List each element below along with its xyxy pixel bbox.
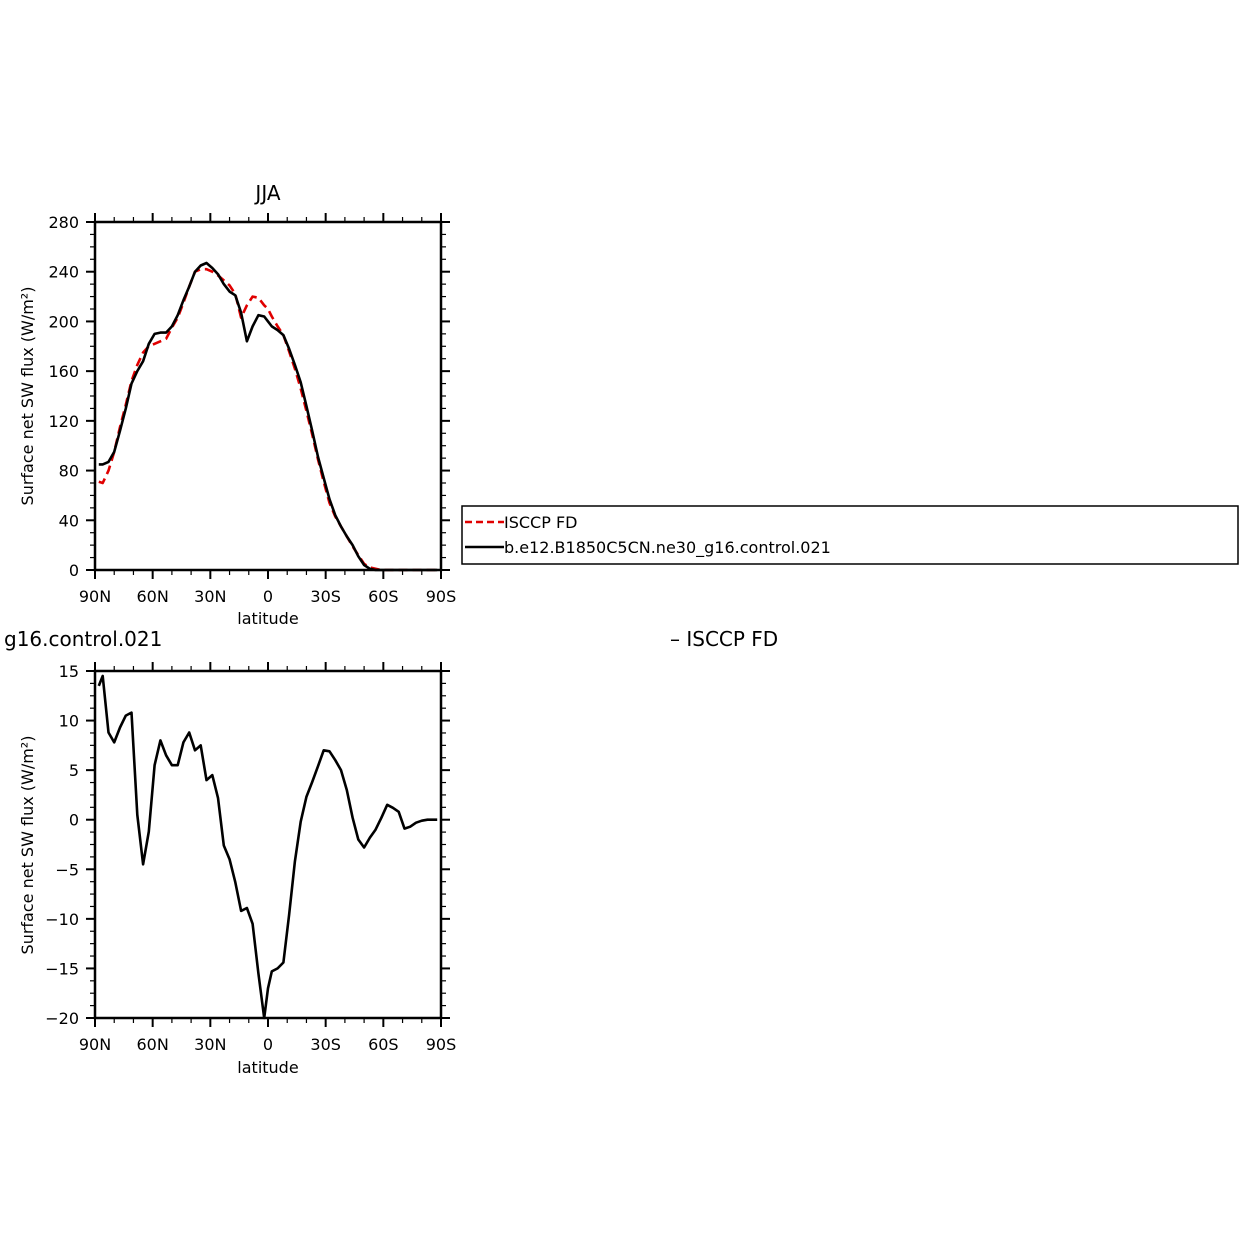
legend: ISCCP FD b.e12.B1850C5CN.ne30_g16.contro… — [461, 505, 1239, 565]
bottom-series-line-0 — [97, 674, 438, 1020]
top-plot-frame — [93, 220, 443, 572]
top-x-tick-label: 30N — [194, 587, 226, 606]
legend-label-isccp: ISCCP FD — [504, 513, 577, 532]
bottom-panel: g16.control.021 – ISCCP FD −20 −15 −10 −5 0 5… — [4, 627, 778, 1077]
legend-label-model: b.e12.B1850C5CN.ne30_g16.control.021 — [504, 538, 831, 558]
bottom-y-tick-label: 0 — [69, 811, 79, 830]
top-x-axis-title: latitude — [237, 609, 298, 628]
top-y-tick-label: 40 — [59, 511, 79, 530]
bottom-x-tick-label: 60S — [368, 1035, 399, 1054]
bottom-x-tick-label: 60N — [137, 1035, 169, 1054]
top-x-tick-label: 0 — [263, 587, 273, 606]
bottom-y-tick-label: −15 — [45, 959, 79, 978]
top-y-axis-title: Surface net SW flux (W/m²) — [18, 287, 37, 506]
bottom-x-tick-label: 0 — [263, 1035, 273, 1054]
bottom-y-axis-title: Surface net SW flux (W/m²) — [18, 736, 37, 955]
bottom-x-tick-label: 90N — [79, 1035, 111, 1054]
top-y-tick-label: 160 — [48, 362, 79, 381]
top-y-tick-label: 0 — [69, 561, 79, 580]
top-series-line-0 — [98, 267, 438, 572]
top-chart-title: JJA — [253, 181, 280, 205]
bottom-y-tick-label: −5 — [55, 860, 79, 879]
top-x-tick-label: 90S — [426, 587, 457, 606]
top-x-tick-label: 60S — [368, 587, 399, 606]
bottom-y-tick-label: 10 — [59, 712, 79, 731]
top-y-tick-label: 200 — [48, 312, 79, 331]
bottom-x-tick-label: 30S — [310, 1035, 341, 1054]
top-x-tick-label: 60N — [137, 587, 169, 606]
legend-box — [461, 505, 1239, 565]
top-series-line-1 — [98, 261, 438, 572]
bottom-chart-title: g16.control.021 — [4, 627, 162, 651]
top-y-tick-label: 280 — [48, 213, 79, 232]
top-y-tick-label: 240 — [48, 263, 79, 282]
bottom-chart-right-title: – ISCCP FD — [670, 627, 778, 651]
bottom-y-tick-label: −20 — [45, 1009, 79, 1028]
top-x-tick-label: 90N — [79, 587, 111, 606]
bottom-x-axis-title: latitude — [237, 1058, 298, 1077]
bottom-y-tick-label: −10 — [45, 910, 79, 929]
bottom-x-tick-label: 30N — [194, 1035, 226, 1054]
top-y-tick-label: 120 — [48, 412, 79, 431]
top-y-tick-label: 80 — [59, 462, 79, 481]
bottom-x-tick-label: 90S — [426, 1035, 457, 1054]
bottom-y-tick-label: 15 — [59, 662, 79, 681]
top-panel: JJA 0 40 80 120 160 200 240 280 90N 60N 30N 0 30S 60… — [18, 181, 456, 628]
top-x-tick-label: 30S — [310, 587, 341, 606]
bottom-y-tick-label: 5 — [69, 761, 79, 780]
